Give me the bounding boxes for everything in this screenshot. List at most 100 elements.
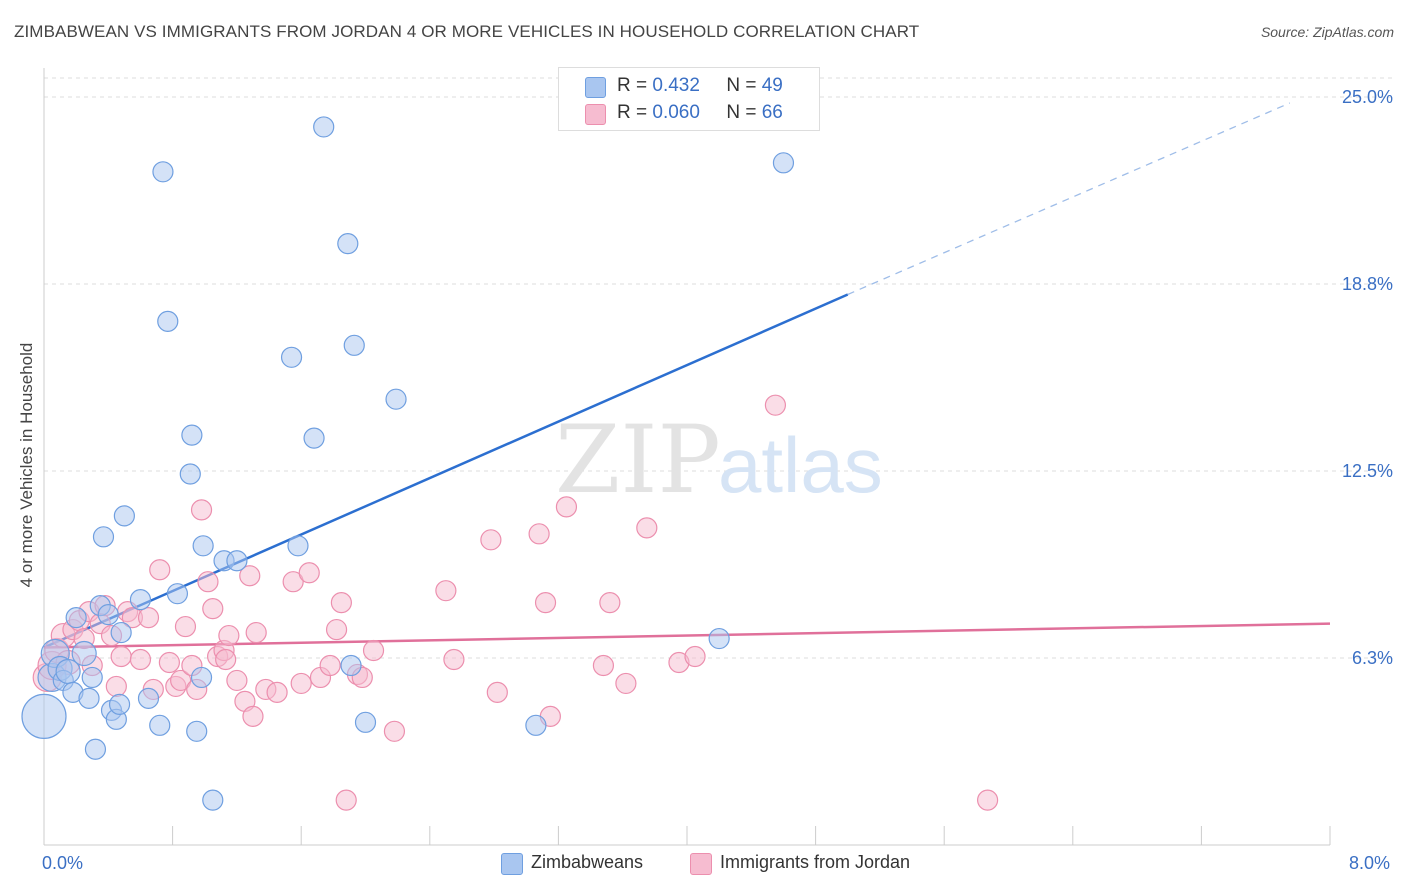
trend-line-zimbabwean-extension — [847, 102, 1291, 296]
zimbabwean-point-37 — [313, 116, 335, 138]
y-tick-label-2: 18.8% — [1342, 274, 1393, 294]
jordan-point-60 — [555, 496, 578, 518]
legend-label-jordan: Immigrants from Jordan — [720, 852, 911, 872]
zimbabwean-point-30 — [192, 535, 214, 557]
n-value: 49 — [761, 75, 783, 96]
jordan-point-53 — [435, 580, 457, 602]
swatch-zimbabwean — [585, 77, 606, 98]
jordan-point-55 — [480, 529, 502, 551]
y-tick-labels: 6.3% 12.5% 18.8% 25.0% — [1342, 87, 1393, 668]
jordan-point-36 — [239, 565, 261, 587]
jordan-point-43 — [298, 562, 320, 584]
jordan-point-63 — [615, 672, 637, 695]
zimbabwean-point-24 — [157, 310, 179, 332]
zimbabwean-point-13 — [92, 526, 115, 548]
jordan-point-40 — [266, 681, 288, 704]
zimbabwean-point-34 — [280, 346, 303, 368]
zimbabwean-point-11 — [84, 738, 107, 760]
zimbabwean-point-14 — [97, 604, 119, 626]
jordan-point-18 — [137, 607, 160, 629]
r-value: 0.060 — [652, 102, 700, 123]
jordan-point-28 — [197, 571, 219, 593]
x-tick-min: 0.0% — [42, 853, 84, 873]
legend-swatch-zimbabwean — [501, 853, 523, 875]
x-tick-max: 8.0% — [1349, 853, 1391, 873]
zimbabwean-point-39 — [340, 654, 362, 677]
zimbabwean-point-31 — [202, 789, 224, 811]
zimbabwean-point-9 — [78, 687, 100, 709]
zimbabwean-point-10 — [81, 666, 103, 689]
zimbabwean-point-19 — [113, 505, 135, 527]
zimbabwean-point-8 — [71, 640, 97, 667]
jordan-point-54 — [443, 648, 465, 671]
zimbabwean-point-27 — [181, 424, 203, 446]
zimbabwean-point-22 — [149, 714, 171, 736]
jordan-point-13 — [105, 675, 127, 698]
y-axis-label-box: 4 or more Vehicles in Household — [14, 343, 40, 588]
jordan-point-68 — [977, 789, 999, 811]
jordan-point-52 — [383, 720, 406, 742]
jordan-point-20 — [149, 559, 171, 581]
watermark-zip: ZIP — [555, 406, 721, 515]
zimbabwean-point-36 — [303, 427, 325, 449]
zimbabwean-point-33 — [226, 550, 248, 572]
jordan-point-45 — [319, 654, 341, 677]
jordan-point-27 — [190, 499, 213, 521]
jordan-point-42 — [290, 672, 312, 695]
source-label: Source: ZipAtlas.com — [1260, 24, 1394, 40]
r-label: R = — [617, 102, 648, 123]
swatch-jordan — [585, 104, 606, 125]
zimbabwean-point-18 — [110, 621, 132, 644]
zimbabwean-point-43 — [525, 714, 547, 736]
jordan-point-56 — [486, 681, 508, 704]
jordan-point-62 — [599, 592, 621, 614]
jordan-point-57 — [528, 523, 550, 545]
jordan-point-24 — [174, 615, 197, 638]
chart-title: ZIMBABWEAN VS IMMIGRANTS FROM JORDAN 4 O… — [14, 22, 920, 41]
zimbabwean-point-17 — [108, 693, 131, 715]
r-label: R = — [617, 75, 648, 96]
jordan-point-58 — [534, 592, 557, 614]
r-value: 0.432 — [652, 75, 700, 96]
legend-label-zimbabwean: Zimbabweans — [531, 852, 644, 872]
n-label: N = — [726, 75, 757, 96]
jordan-point-32 — [215, 648, 237, 671]
jordan-point-38 — [245, 621, 267, 644]
zimbabwean-point-45 — [772, 152, 795, 174]
zimbabwean-point-21 — [137, 687, 160, 709]
zimbabwean-point-0 — [21, 693, 67, 739]
zimbabwean-point-23 — [152, 161, 174, 183]
jordan-point-33 — [218, 624, 240, 647]
points-zimbabwean — [21, 116, 795, 811]
legend-swatch-jordan — [690, 853, 712, 875]
y-tick-label-3: 25.0% — [1342, 87, 1393, 107]
jordan-point-37 — [242, 705, 264, 727]
jordan-point-66 — [684, 645, 706, 668]
watermark-atlas: atlas — [718, 421, 883, 509]
zimbabwean-point-20 — [129, 589, 152, 611]
zimbabwean-point-25 — [166, 583, 189, 605]
jordan-point-23 — [170, 669, 192, 692]
n-label: N = — [726, 102, 757, 123]
jordan-point-29 — [202, 598, 224, 620]
zimbabwean-point-40 — [343, 334, 365, 356]
jordan-point-21 — [158, 651, 180, 674]
jordan-point-51 — [362, 639, 385, 662]
zimbabwean-point-7 — [65, 607, 87, 629]
jordan-point-14 — [110, 645, 132, 668]
n-value: 66 — [761, 102, 783, 123]
y-axis-label: 4 or more Vehicles in Household — [17, 342, 36, 588]
zimbabwean-point-44 — [708, 627, 730, 650]
stats-legend: R = 0.432 N = 49 R = 0.060 N = 66 — [558, 67, 820, 131]
jordan-point-64 — [636, 517, 658, 539]
jordan-point-17 — [129, 648, 152, 671]
jordan-point-34 — [226, 669, 248, 692]
axes — [43, 68, 1331, 846]
y-tick-label-0: 6.3% — [1352, 648, 1393, 668]
zimbabwean-point-35 — [287, 535, 309, 557]
y-tick-label-1: 12.5% — [1342, 461, 1393, 481]
jordan-point-46 — [325, 618, 348, 641]
zimbabwean-point-29 — [190, 666, 213, 689]
zimbabwean-point-26 — [179, 463, 201, 485]
